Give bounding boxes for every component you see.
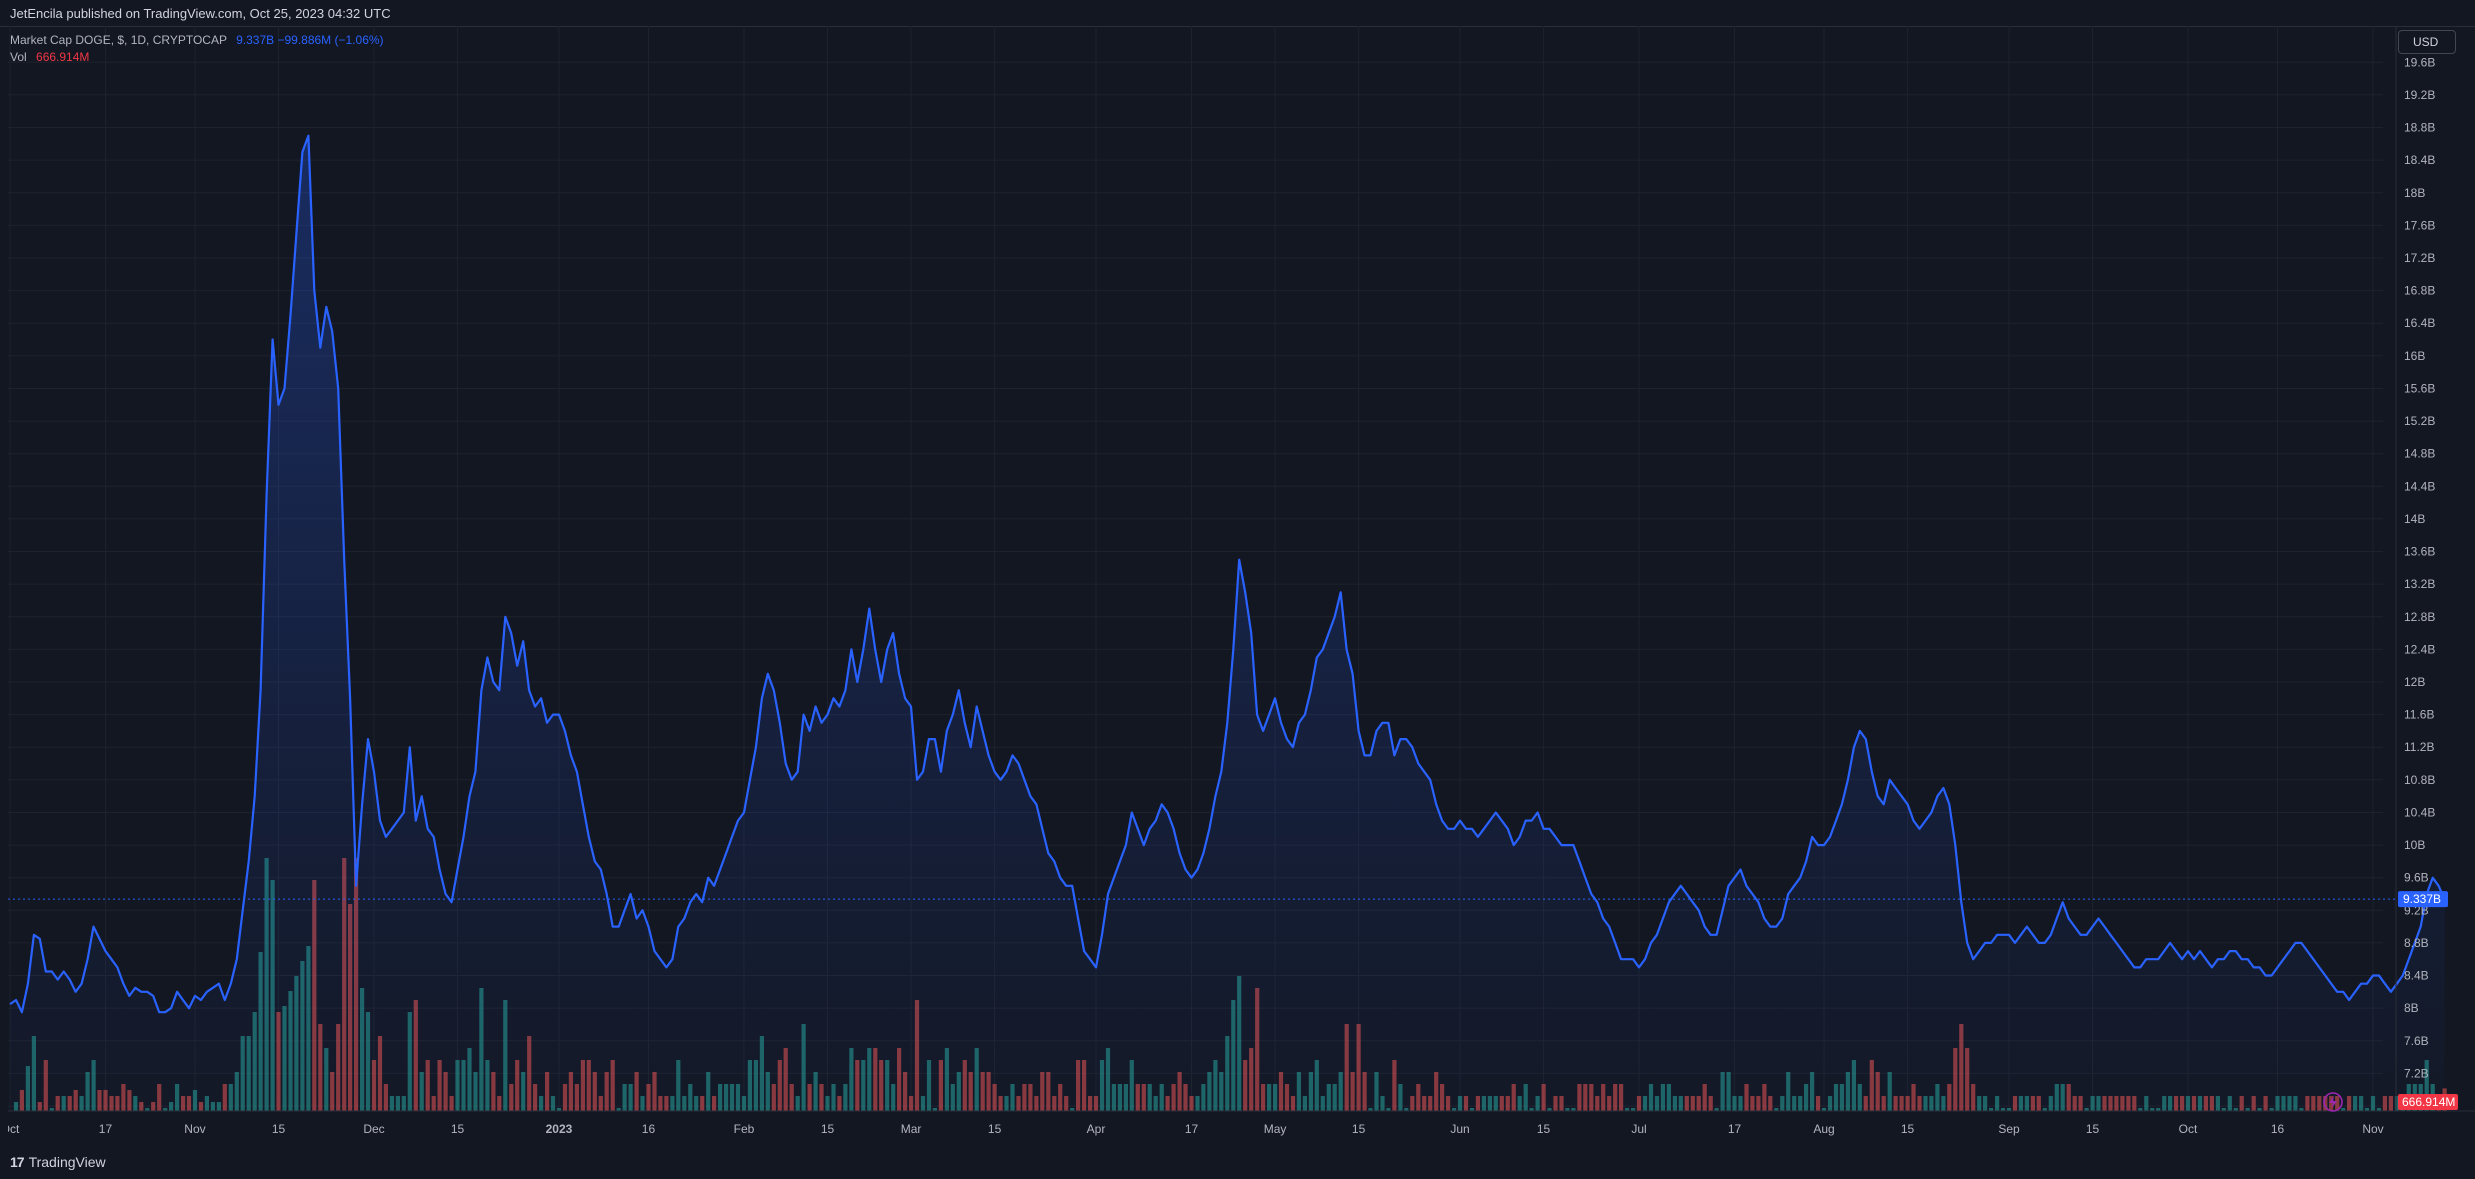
x-tick-label: 16 <box>2271 1122 2285 1136</box>
y-tick-label: 18B <box>2404 186 2425 200</box>
y-tick-label: 16.8B <box>2404 284 2435 298</box>
currency-button[interactable]: USD <box>2398 30 2456 54</box>
x-tick-label: Oct <box>8 1122 20 1136</box>
x-tick-label: Feb <box>734 1122 755 1136</box>
y-tick-label: 14B <box>2404 512 2425 526</box>
x-tick-label: 15 <box>821 1122 835 1136</box>
tradingview-logo-text: TradingView <box>28 1154 106 1170</box>
price-area-fill <box>10 135 2445 1111</box>
y-tick-label: 8.8B <box>2404 936 2429 950</box>
y-tick-label: 10.8B <box>2404 773 2435 787</box>
last-price-tag <box>2398 891 2448 908</box>
x-tick-label: Mar <box>901 1122 922 1136</box>
y-tick-label: 11.6B <box>2404 708 2434 722</box>
x-tick-label: Apr <box>1087 1122 1106 1136</box>
y-tick-label: 17.2B <box>2404 251 2435 265</box>
x-tick-label: 15 <box>1352 1122 1366 1136</box>
y-tick-label: 19.2B <box>2404 88 2435 102</box>
x-tick-label: Dec <box>363 1122 384 1136</box>
y-tick-label: 8B <box>2404 1001 2419 1015</box>
y-tick-label: 10.4B <box>2404 805 2435 819</box>
x-tick-label: Oct <box>2179 1122 2198 1136</box>
x-tick-label: 17 <box>1185 1122 1199 1136</box>
x-tick-label: Jun <box>1450 1122 1469 1136</box>
x-tick-label: Jul <box>1631 1122 1646 1136</box>
y-tick-label: 10B <box>2404 838 2425 852</box>
last-volume-tag <box>2398 1094 2458 1110</box>
y-tick-label: 13.2B <box>2404 577 2435 591</box>
x-tick-label: 17 <box>99 1122 113 1136</box>
y-tick-label: 8.4B <box>2404 969 2429 983</box>
y-tick-label: 19.6B <box>2404 55 2435 69</box>
x-tick-label: Sep <box>1998 1122 2020 1136</box>
legend-volume-value: 666.914M <box>36 50 90 64</box>
y-tick-label: 15.2B <box>2404 414 2435 428</box>
x-tick-label: Aug <box>1813 1122 1834 1136</box>
x-tick-label: 17 <box>1728 1122 1742 1136</box>
y-tick-label: 13.6B <box>2404 545 2435 559</box>
legend-volume-label[interactable]: Vol <box>10 50 27 64</box>
y-tick-label: 7.6B <box>2404 1034 2429 1048</box>
price-tags: 9.337B 666.914M <box>2398 891 2458 1110</box>
chart-area[interactable]: 19.6B 19.2B 18.8B 18.4B 18B 17.6B 17.2B 16.8B 16… <box>8 26 2475 1146</box>
y-tick-label: 12B <box>2404 675 2425 689</box>
chart-legend: Market Cap DOGE, $, 1D, CRYPTOCAP 9.337B… <box>10 32 384 66</box>
last-volume-tag-text: 666.914M <box>2402 1095 2455 1109</box>
header-bar: JetEncila published on TradingView.com, … <box>0 0 2475 27</box>
x-tick-label: 15 <box>272 1122 286 1136</box>
price-line <box>9 134 2446 1014</box>
y-tick-label: 14.8B <box>2404 447 2435 461</box>
y-tick-label: 12.8B <box>2404 610 2435 624</box>
y-tick-label: 18.4B <box>2404 153 2435 167</box>
publisher-line: JetEncila published on TradingView.com, … <box>10 6 391 21</box>
price-chart[interactable]: 19.6B 19.2B 18.8B 18.4B 18B 17.6B 17.2B 16.8B 16… <box>8 26 2475 1146</box>
x-tick-label: 15 <box>1901 1122 1915 1136</box>
y-tick-label: 14.4B <box>2404 479 2435 493</box>
tradingview-logo[interactable]: 17 TradingView <box>10 1154 106 1170</box>
x-tick-label: 15 <box>988 1122 1002 1136</box>
x-axis: Oct 17 Nov 15 Dec 15 2023 16 Feb 15 Mar 15 Apr 17 May 1… <box>8 1122 2384 1136</box>
y-tick-label: 16.4B <box>2404 316 2435 330</box>
y-tick-label: 12.4B <box>2404 642 2435 656</box>
lightning-icon[interactable] <box>2323 1092 2343 1112</box>
x-tick-label: Nov <box>2362 1122 2383 1136</box>
x-tick-label: 15 <box>2086 1122 2100 1136</box>
x-tick-label: 15 <box>451 1122 465 1136</box>
y-tick-label: 17.6B <box>2404 218 2435 232</box>
y-tick-label: 9.6B <box>2404 871 2429 885</box>
y-tick-label: 18.8B <box>2404 121 2435 135</box>
x-tick-label: 15 <box>1537 1122 1551 1136</box>
legend-symbol[interactable]: Market Cap DOGE, $, 1D, CRYPTOCAP <box>10 33 227 47</box>
legend-value: 9.337B −99.886M (−1.06%) <box>236 33 384 47</box>
x-tick-label: 16 <box>642 1122 656 1136</box>
y-tick-label: 7.2B <box>2404 1066 2429 1080</box>
y-tick-label: 15.6B <box>2404 381 2435 395</box>
x-tick-label: 2023 <box>546 1122 573 1136</box>
tradingview-logo-icon: 17 <box>10 1154 25 1170</box>
x-tick-label: Nov <box>184 1122 205 1136</box>
footer-bar: 17 TradingView <box>0 1146 2475 1179</box>
y-tick-label: 16B <box>2404 349 2425 363</box>
x-tick-label: May <box>1264 1122 1287 1136</box>
y-tick-label: 11.2B <box>2404 740 2434 754</box>
last-price-tag-text: 9.337B <box>2403 892 2441 906</box>
